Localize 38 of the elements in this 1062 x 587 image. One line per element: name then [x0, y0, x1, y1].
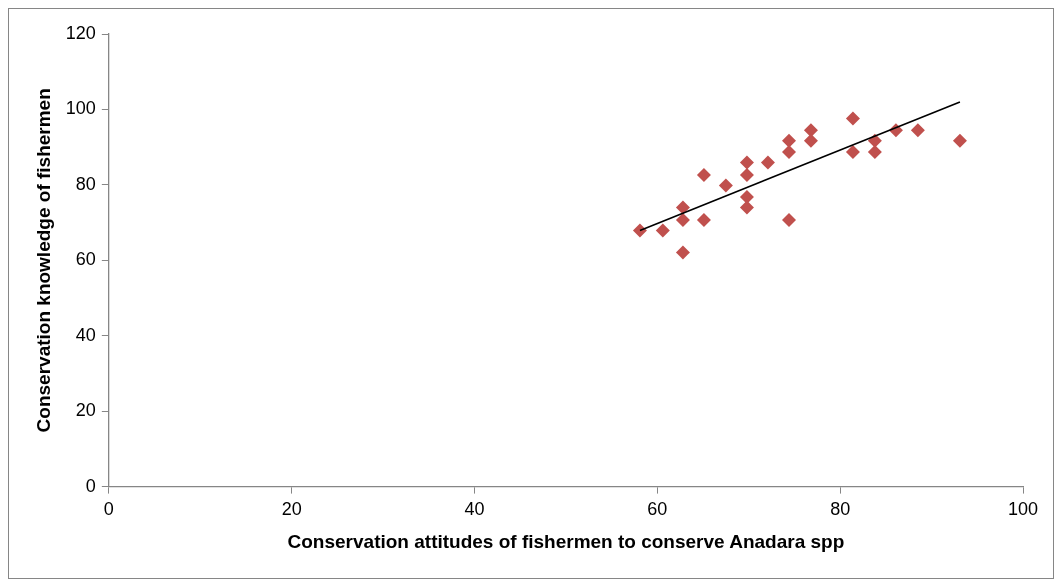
x-tick-label: 60 [647, 499, 668, 520]
point [718, 178, 733, 193]
point [760, 155, 775, 170]
y-tick-label: 120 [65, 22, 96, 43]
point [675, 200, 690, 215]
x-tick-label: 100 [1007, 499, 1039, 520]
point [632, 223, 647, 238]
y-tick-label: 40 [75, 324, 96, 345]
point [675, 245, 690, 260]
point [803, 123, 818, 138]
y-tick-label: 20 [75, 400, 96, 421]
point [675, 212, 690, 227]
point [845, 111, 860, 126]
point [803, 133, 818, 148]
x-tick-label: 20 [281, 499, 302, 520]
point [696, 168, 711, 183]
point [739, 155, 754, 170]
point [739, 168, 754, 183]
x-axis-title: Conservation attitudes of fishermen to conserve Anadara spp [287, 530, 845, 552]
x-tick-label: 40 [464, 499, 485, 520]
point [655, 223, 670, 238]
point [739, 189, 754, 204]
point [910, 123, 925, 138]
y-tick-label: 0 [85, 475, 96, 496]
point [781, 145, 796, 160]
y-tick-label: 100 [65, 98, 96, 119]
point [867, 145, 882, 160]
point [696, 212, 711, 227]
y-tick-label: 80 [75, 173, 96, 194]
point [952, 133, 967, 148]
y-axis-title: Conservation knowledge of fishermen [32, 88, 54, 433]
point [845, 145, 860, 160]
point [781, 133, 796, 148]
x-tick-label: 0 [103, 499, 114, 520]
point [781, 212, 796, 227]
x-tick-label: 80 [830, 499, 851, 520]
y-tick-label: 60 [75, 249, 96, 270]
point [739, 200, 754, 215]
